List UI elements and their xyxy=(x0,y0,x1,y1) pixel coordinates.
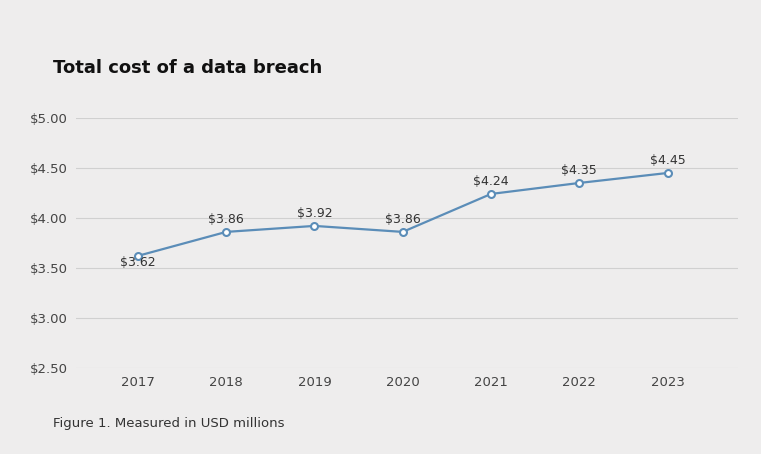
Text: $3.86: $3.86 xyxy=(385,213,421,226)
Text: $4.35: $4.35 xyxy=(562,164,597,177)
Text: Figure 1. Measured in USD millions: Figure 1. Measured in USD millions xyxy=(53,417,285,430)
Text: $4.45: $4.45 xyxy=(650,154,686,167)
Text: $3.62: $3.62 xyxy=(120,256,156,269)
Text: $3.86: $3.86 xyxy=(209,213,244,226)
Text: $4.24: $4.24 xyxy=(473,175,509,188)
Text: $3.92: $3.92 xyxy=(297,207,333,220)
Text: Total cost of a data breach: Total cost of a data breach xyxy=(53,59,323,77)
